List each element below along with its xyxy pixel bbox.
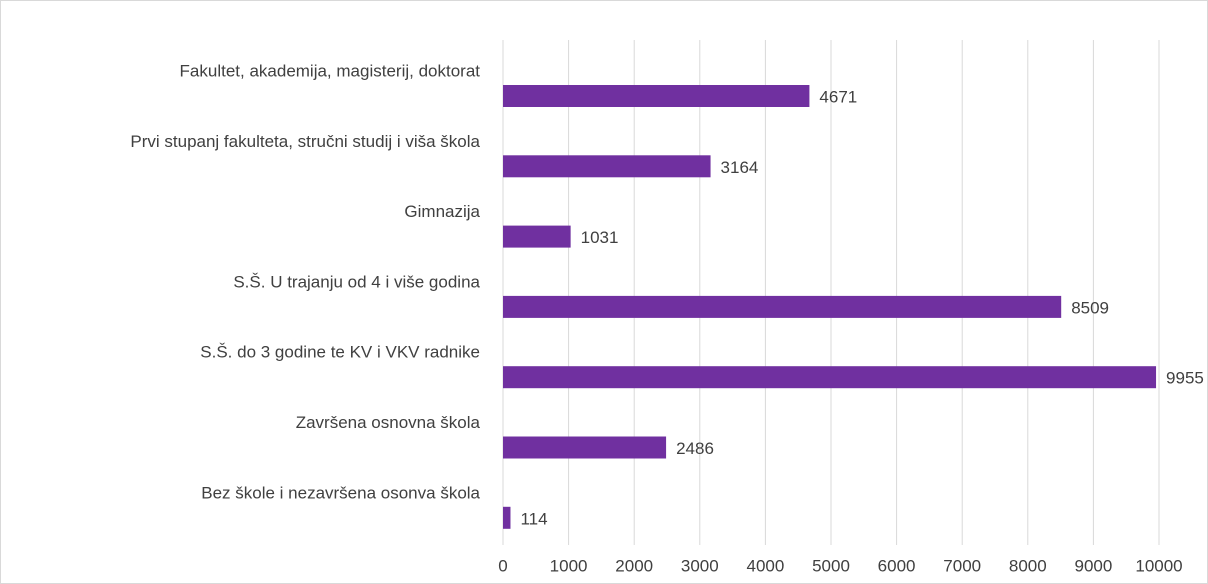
x-tick-label: 8000 [1009,556,1047,575]
x-tick-label: 4000 [746,556,784,575]
bar [503,506,511,529]
x-tick-label: 5000 [812,556,850,575]
value-label: 4671 [819,87,857,106]
category-label: Završena osnovna škola [296,413,481,432]
x-tick-label: 9000 [1074,556,1112,575]
bar [503,225,571,248]
category-label: Bez škole i nezavršena osonva škola [201,483,480,502]
category-label: S.Š. U trajanju od 4 i više godina [233,272,480,291]
bar [503,85,810,107]
category-label: Gimnazija [404,202,480,221]
value-label: 8509 [1071,298,1109,317]
category-label: Fakultet, akademija, magisterij, doktora… [180,61,481,80]
value-label: 9955 [1166,369,1204,388]
x-tick-label: 0 [498,556,507,575]
bar [503,155,711,178]
x-tick-label: 6000 [878,556,916,575]
x-tick-label: 7000 [943,556,981,575]
x-tick-label: 2000 [615,556,653,575]
x-tick-label: 1000 [550,556,588,575]
value-label: 1031 [581,228,619,247]
x-tick-label: 3000 [681,556,719,575]
bar [503,295,1062,318]
value-label: 3164 [721,158,759,177]
category-label: Prvi stupanj fakulteta, stručni studij i… [130,132,480,151]
bar [503,436,667,459]
x-tick-label: 10000 [1135,556,1182,575]
category-label: S.Š. do 3 godine te KV i VKV radnike [200,343,480,362]
value-label: 2486 [676,439,714,458]
bar [503,366,1157,389]
value-label: 114 [520,509,547,528]
